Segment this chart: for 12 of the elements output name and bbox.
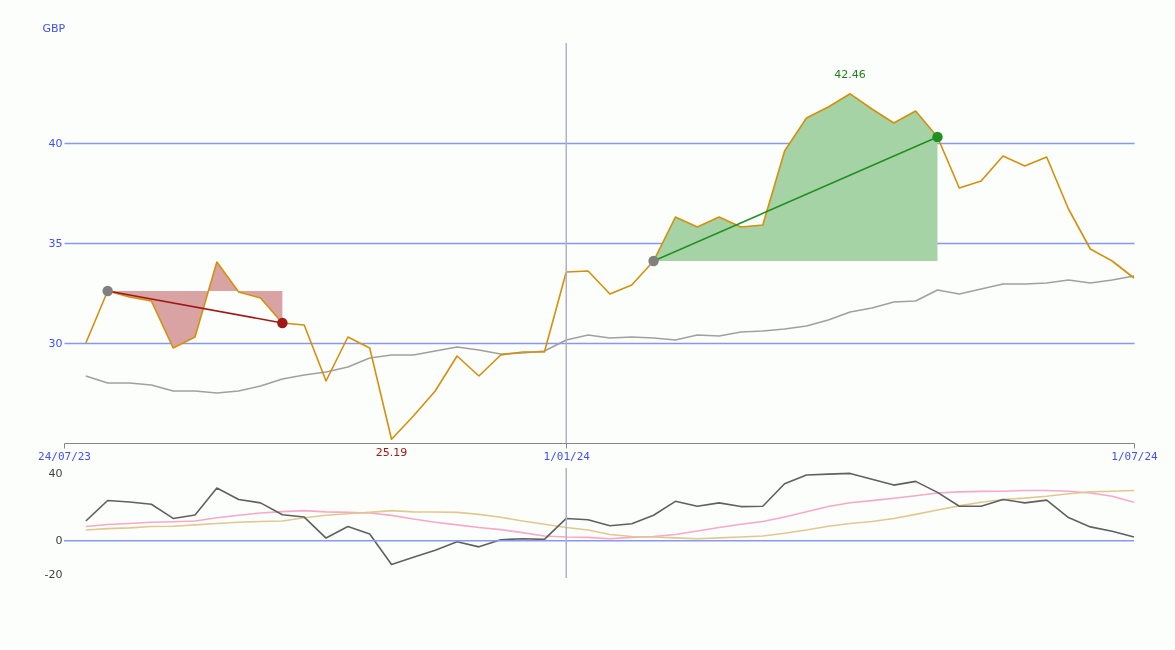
annotation: 25.19: [375, 446, 408, 460]
y-tick-label: 40: [48, 466, 63, 480]
x-tick-label: 1/07/24: [1111, 449, 1159, 463]
y-tick-label: 35: [48, 236, 63, 250]
y-tick-label: 0: [55, 534, 63, 548]
y-axis-title: GBP: [42, 21, 66, 35]
y-tick-label: -20: [44, 568, 63, 582]
annotation: 42.46: [834, 67, 866, 81]
x-tick-label: 1/01/24: [543, 449, 591, 463]
x-tick-label: 24/07/23: [38, 449, 91, 463]
y-tick-label: 30: [48, 336, 63, 350]
y-tick-label: 40: [48, 136, 63, 150]
